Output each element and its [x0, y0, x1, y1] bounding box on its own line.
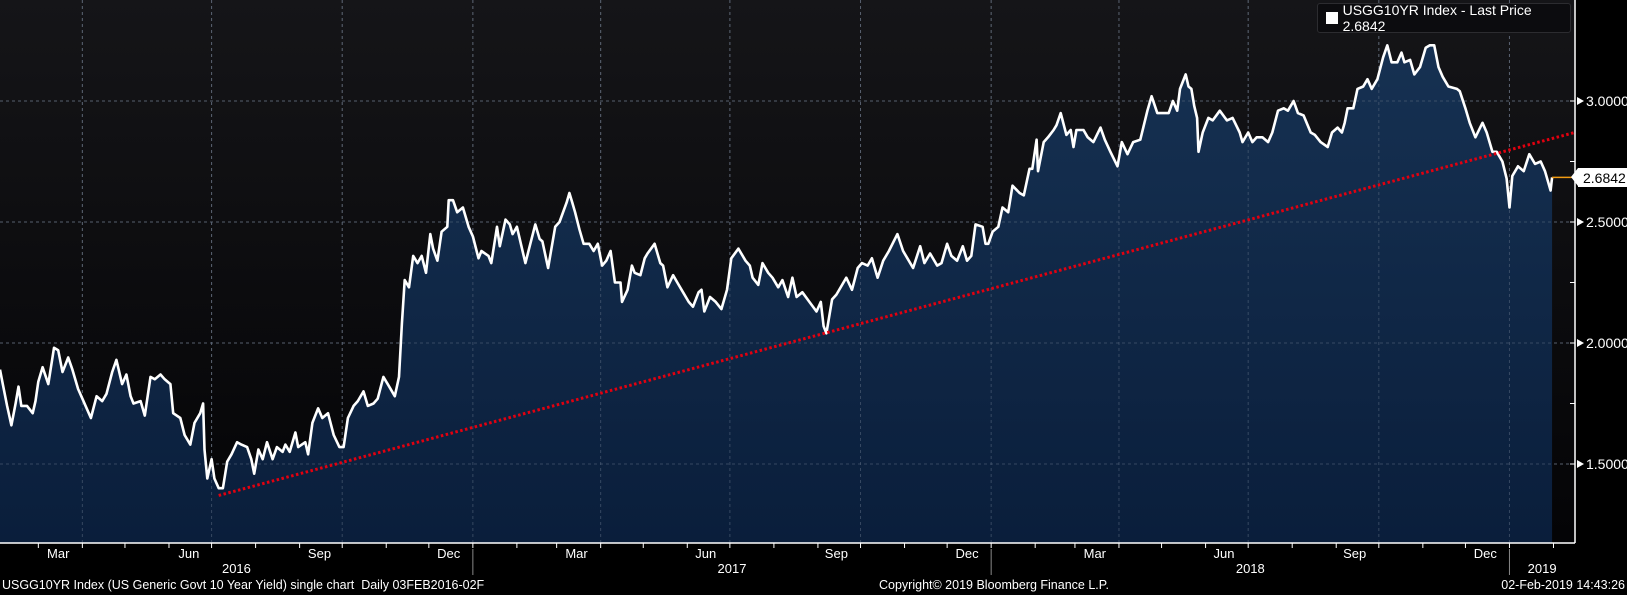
x-tick-label: Jun [695, 546, 717, 561]
x-tick-label: Sep [824, 546, 848, 561]
legend: USGG10YR Index - Last Price 2.6842 [1317, 2, 1571, 34]
x-tick-label: Jun [178, 546, 200, 561]
footer-description: USGG10YR Index (US Generic Govt 10 Year … [2, 578, 485, 592]
year-label: 2018 [1235, 561, 1265, 576]
y-tick-text: 2.5000 [1586, 214, 1627, 230]
axes [0, 0, 1576, 575]
trendline [218, 131, 1576, 497]
y-tick-text: 1.5000 [1586, 456, 1627, 472]
x-tick-label: Dec [955, 546, 979, 561]
x-tick-label: Jun [1213, 546, 1235, 561]
year-label: 2017 [717, 561, 747, 576]
y-tick-text: 3.0000 [1586, 93, 1627, 109]
series-line [0, 44, 1554, 490]
year-label: 2016 [221, 561, 251, 576]
last-price-label: 2.6842 [1571, 168, 1627, 187]
y-tick-label: 2.0000 [1577, 335, 1627, 351]
year-label: 2019 [1527, 561, 1557, 576]
x-tick-label: Mar [1083, 546, 1107, 561]
y-tick-arrow-icon [1577, 339, 1584, 347]
x-tick-label: Dec [437, 546, 461, 561]
y-tick-label: 1.5000 [1577, 456, 1627, 472]
x-tick-label: Sep [1343, 546, 1367, 561]
series-area [0, 45, 1553, 544]
x-tick-label: Mar [565, 546, 588, 561]
y-tick-label: 3.0000 [1577, 93, 1627, 109]
footer-copyright: Copyright© 2019 Bloomberg Finance L.P. [879, 578, 1109, 592]
footer-timestamp: 02-Feb-2019 14:43:26 [1501, 578, 1625, 592]
legend-label: USGG10YR Index - Last Price 2.6842 [1342, 2, 1532, 34]
legend-swatch [1326, 12, 1338, 24]
y-tick-arrow-icon [1577, 460, 1584, 468]
x-tick-label: Sep [307, 546, 332, 561]
x-tick-label: Dec [1473, 546, 1497, 561]
x-tick-label: Mar [47, 546, 70, 561]
y-tick-arrow-icon [1577, 218, 1584, 226]
y-tick-label: 2.5000 [1577, 214, 1627, 230]
y-tick-arrow-icon [1577, 97, 1584, 105]
y-tick-text: 2.0000 [1586, 335, 1627, 351]
